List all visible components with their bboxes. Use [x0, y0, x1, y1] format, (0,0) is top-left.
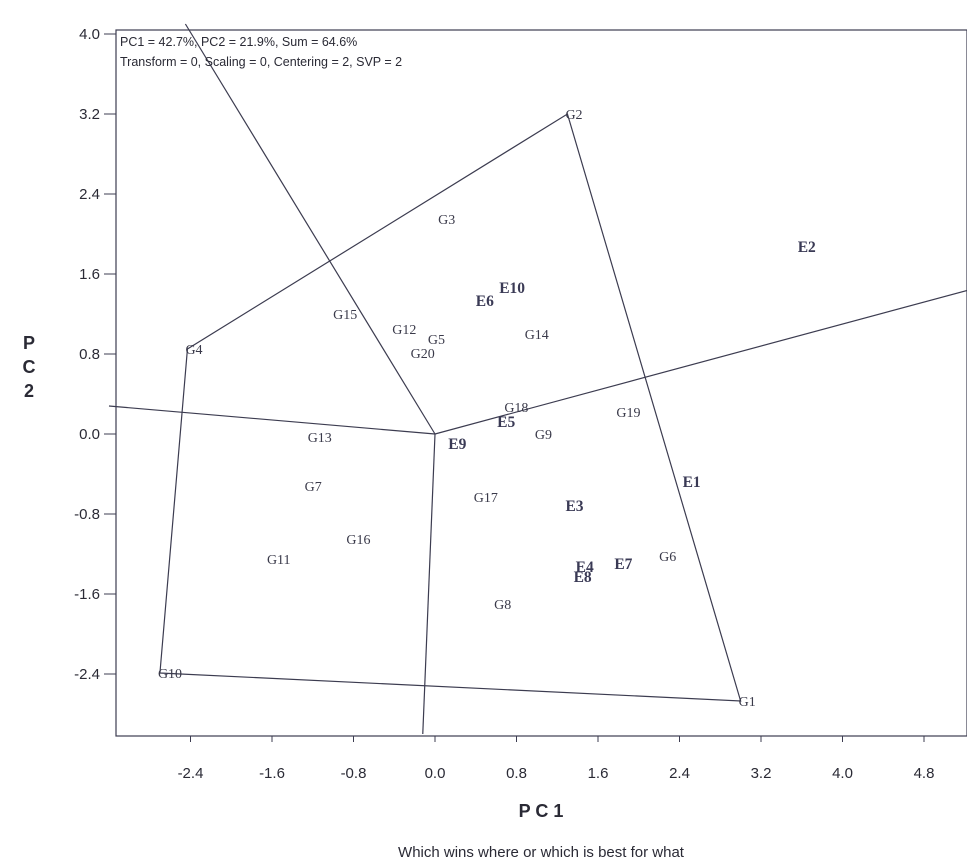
sector-ray-1: [184, 23, 436, 435]
environment-labels: E1 E2 E3 E4 E5 E6 E7 E8 E9 E10: [448, 239, 816, 586]
genotype-g9: G9: [535, 428, 552, 443]
footer-caption: Which wins where or which is best for wh…: [398, 844, 685, 861]
environment-e2: E2: [798, 239, 816, 256]
environment-e6: E6: [476, 293, 494, 310]
x-tick-label: -1.6: [259, 765, 285, 782]
genotype-g8: G8: [494, 598, 511, 613]
sector-rays: [108, 23, 967, 735]
genotype-g10: G10: [158, 667, 182, 682]
x-tick-label: 4.0: [832, 765, 853, 782]
genotype-g7: G7: [305, 480, 322, 495]
genotype-g1: G1: [739, 695, 756, 710]
genotype-g14: G14: [525, 328, 549, 343]
sector-ray-4: [422, 433, 436, 735]
polygon-hull: [159, 113, 742, 702]
y-tick-label: 1.6: [79, 266, 100, 283]
genotype-g18: G18: [504, 401, 528, 416]
x-tick-label: 3.2: [751, 765, 772, 782]
y-tick-label: 3.2: [79, 106, 100, 123]
y-tick-label: 0.8: [79, 346, 100, 363]
x-tick-label: 1.6: [588, 765, 609, 782]
genotype-g6: G6: [659, 550, 676, 565]
plot-frame: [115, 29, 967, 737]
sector-ray-2: [434, 289, 967, 435]
y-tick-label: -1.6: [74, 586, 100, 603]
genotype-g4: G4: [185, 343, 202, 358]
y-axis-ticks: 4.0 3.2 2.4 1.6 0.8 0.0 -0.8 -1.6 -2.4: [74, 26, 116, 683]
environment-e3: E3: [565, 498, 583, 515]
y-tick-label: 4.0: [79, 26, 100, 43]
environment-e7: E7: [614, 556, 632, 573]
sector-ray-3: [108, 405, 436, 435]
x-axis-ticks: -2.4 -1.6 -0.8 0.0 0.8 1.6 2.4 3.2 4.0 4.8: [178, 736, 935, 782]
y-tick-label: 2.4: [79, 186, 100, 203]
header-line-1: PC1 = 42.7%, PC2 = 21.9%, Sum = 64.6%: [120, 35, 357, 49]
environment-e4: E4: [576, 559, 594, 576]
x-tick-label: 0.0: [425, 765, 446, 782]
y-tick-label: -0.8: [74, 506, 100, 523]
genotype-g16: G16: [346, 533, 370, 548]
genotype-g3: G3: [438, 213, 455, 228]
genotype-g19: G19: [616, 406, 640, 421]
y-tick-label: 0.0: [79, 426, 100, 443]
y-tick-label: -2.4: [74, 666, 100, 683]
environment-e5: E5: [497, 414, 515, 431]
genotype-g20: G20: [411, 347, 435, 362]
genotype-labels: G1 G2 G3 G4 G5 G6 G7 G8 G9 G10 G11 G12 G13 G14 G15 G16 G…: [158, 108, 756, 710]
genotype-g2: G2: [565, 108, 582, 123]
x-tick-label: 0.8: [506, 765, 527, 782]
genotype-g12: G12: [392, 323, 416, 338]
genotype-g11: G11: [267, 553, 291, 568]
x-axis-title: P C 1: [519, 801, 564, 821]
x-tick-label: 2.4: [669, 765, 690, 782]
genotype-g5: G5: [428, 333, 445, 348]
x-tick-label: 4.8: [914, 765, 935, 782]
header-line-2: Transform = 0, Scaling = 0, Centering = …: [120, 55, 402, 69]
genotype-g17: G17: [474, 491, 498, 506]
genotype-g15: G15: [333, 308, 357, 323]
x-tick-label: -0.8: [341, 765, 367, 782]
environment-e9: E9: [448, 436, 466, 453]
x-tick-label: -2.4: [178, 765, 204, 782]
environment-e10: E10: [499, 280, 525, 297]
genotype-g13: G13: [308, 431, 332, 446]
environment-e1: E1: [683, 474, 701, 491]
environment-e8: E8: [574, 569, 592, 586]
